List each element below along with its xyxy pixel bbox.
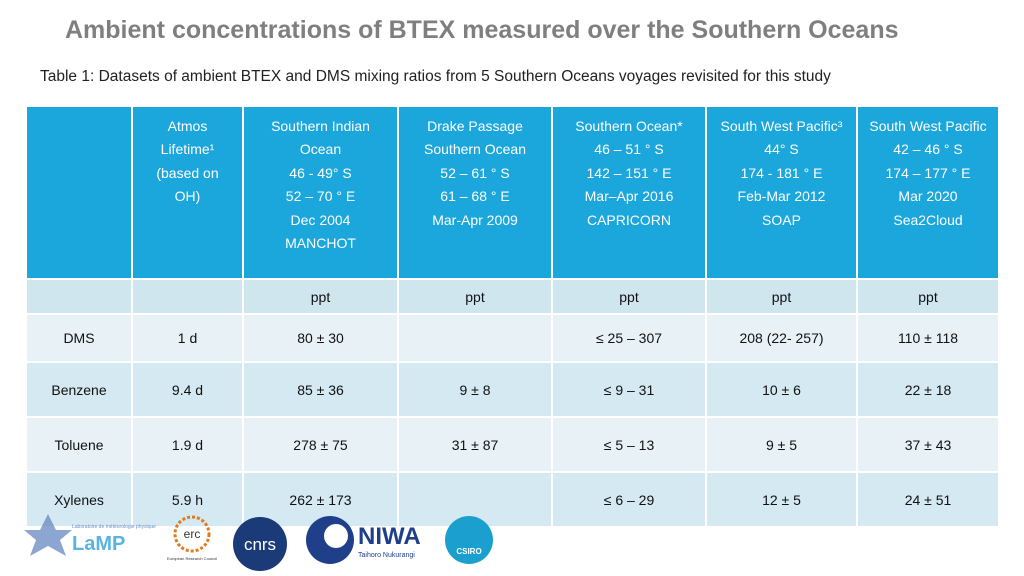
caption: Table 1: Datasets of ambient BTEX and DM… [40,68,831,85]
table: Atmos Lifetime¹ (based on OH) Southern India… [25,105,1000,528]
cell: 110 ± 118 [856,313,1000,363]
header-cell: Southern Indian Ocean 46 - 49° S 52 – 70 ° … [242,105,399,280]
header-row: Atmos Lifetime¹ (based on OH) Southern India… [25,105,1000,280]
header-line: South West Pacific³ [720,118,843,134]
cell: 31 ± 87 [397,416,553,473]
header-line: Feb-Mar 2012 [737,188,826,205]
data-row: Benzene 9.4 d 85 ± 36 9 ± 8 ≤ 9 – 31 10 ± 6 22… [25,361,1000,418]
header-line: 174 - 181 ° E [740,164,823,181]
cell: DMS [25,313,133,363]
cell [397,313,553,363]
logo-text: Taihoro Nukurangi [358,552,415,559]
cell: ≤ 25 – 307 [551,313,707,363]
logo-text: NIWA [358,523,421,550]
title: Ambient concentrations of BTEX measured … [65,16,899,44]
cell: Benzene [25,361,133,418]
logo-text: European Research Council [167,556,217,561]
cell: 37 ± 43 [856,416,1000,473]
header-line: CAPRICORN [586,211,671,228]
header-line: Mar 2020 [898,188,958,205]
header-cell: South West Pacific³ 44° S 174 - 181 ° E Feb… [705,105,858,280]
header-cell: Drake Passage Southern Ocean 52 – 61 ° S 61… [397,105,553,280]
header-line: SOAP [762,211,801,228]
header-line: Mar-Apr 2009 [432,211,518,228]
unit-cell: ppt [705,278,858,315]
header-line: South West Pacific [869,118,987,134]
cell [25,278,133,315]
header-line: Lifetime¹ [160,141,215,158]
cell: Xylenes [25,471,133,528]
header-line: 52 – 70 ° E [285,188,356,205]
header-line: 52 – 61 ° S [440,164,510,181]
logo-strip: Laboratoire de météorologie physique LaM… [24,514,493,571]
header-line: Drake Passage [427,118,523,134]
header-cell: Atmos Lifetime¹ (based on OH) [131,105,244,280]
cell: 22 ± 18 [856,361,1000,418]
header-line: MANCHOT [285,235,356,252]
cell: 1.9 d [131,416,244,473]
cnrs-logo: cnrs [233,517,287,571]
header-line: Sea2Cloud [893,211,963,228]
logo-text: Laboratoire de météorologie physique [72,524,156,530]
cell: 278 ± 75 [242,416,399,473]
cell [131,278,244,315]
cell: Toluene [25,416,133,473]
header-line: Southern Ocean [424,141,526,158]
cell: 24 ± 51 [856,471,1000,528]
header-cell [25,105,133,280]
header-line: 142 – 151 ° E [586,164,672,181]
header-line: Southern Ocean* [575,118,683,134]
data-row: DMS 1 d 80 ± 30 ≤ 25 – 307 208 (22- 257) 110 … [25,313,1000,363]
header-line: OH) [174,188,201,205]
header-line: (based on [156,164,219,181]
header-line: 174 – 177 ° E [885,164,971,181]
niwa-logo: NIWA Taihoro Nukurangi [306,516,421,564]
unit-cell: ppt [856,278,1000,315]
cell: 208 (22- 257) [705,313,858,363]
cell: 9 ± 8 [397,361,553,418]
unit-cell: ppt [397,278,553,315]
header-line: 61 – 68 ° E [440,188,510,205]
header-line: Mar–Apr 2016 [584,188,674,205]
header-line: 46 - 49° S [289,164,352,181]
header-line: Southern Indian [271,118,370,134]
logo-text: CSIRO [456,547,481,556]
cell: 80 ± 30 [242,313,399,363]
cell: ≤ 5 – 13 [551,416,707,473]
header-line: Ocean [299,141,342,158]
data-row: Xylenes 5.9 h 262 ± 173 ≤ 6 – 29 12 ± 5 24 ± … [25,471,1000,528]
lamp-logo: Laboratoire de météorologie physique LaM… [24,514,156,556]
logo-text: LaMP [72,533,125,555]
units-row: ppt ppt ppt ppt ppt [25,278,1000,315]
cell: 1 d [131,313,244,363]
logo-text: cnrs [244,535,276,554]
cell: 12 ± 5 [705,471,858,528]
logo-text: erc [184,527,201,541]
header-line: 46 – 51 ° S [594,141,664,158]
data-row: Toluene 1.9 d 278 ± 75 31 ± 87 ≤ 5 – 13 9 ± 5… [25,416,1000,473]
cell: ≤ 9 – 31 [551,361,707,418]
unit-cell: ppt [551,278,707,315]
cell: 9 ± 5 [705,416,858,473]
cell: ≤ 6 – 29 [551,471,707,528]
header-line: Dec 2004 [290,211,351,228]
header-cell: South West Pacific 42 – 46 ° S 174 – 177 °… [856,105,1000,280]
cell: 9.4 d [131,361,244,418]
cell: 10 ± 6 [705,361,858,418]
unit-cell: ppt [242,278,399,315]
header-line: 42 – 46 ° S [893,141,963,158]
cell: 5.9 h [131,471,244,528]
csiro-logo: CSIRO [445,516,493,564]
cell: 85 ± 36 [242,361,399,418]
erc-logo: erc European Research Council [167,515,217,561]
header-line: 44° S [764,141,799,158]
header-line: Atmos [167,118,208,134]
header-cell: Southern Ocean* 46 – 51 ° S 142 – 151 ° E M… [551,105,707,280]
